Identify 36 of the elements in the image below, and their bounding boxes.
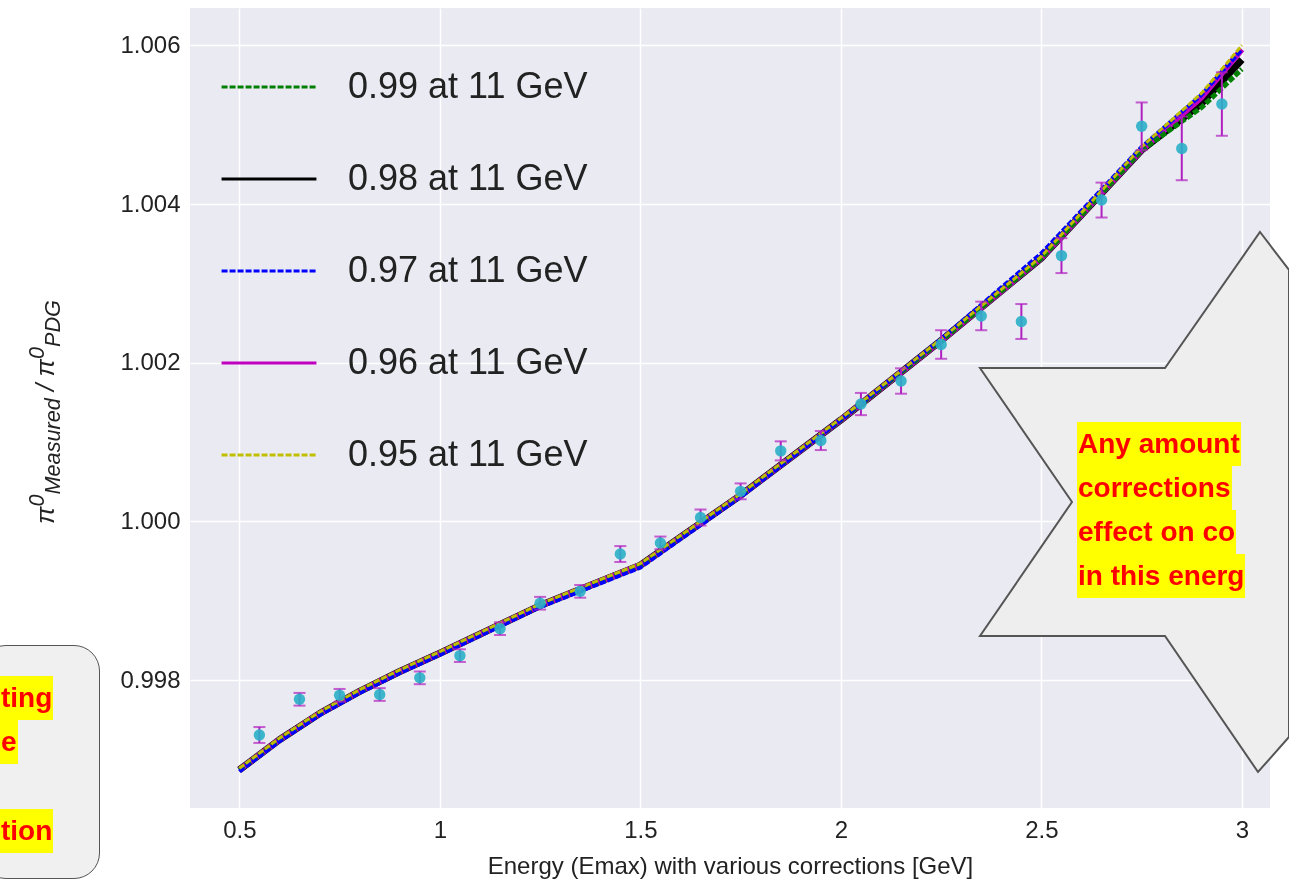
point — [935, 338, 947, 351]
point — [1216, 98, 1228, 110]
point — [1015, 315, 1028, 328]
text: tion — [0, 809, 54, 853]
point — [1095, 194, 1108, 206]
legend-label: 0.96 at 11 GeV — [348, 341, 588, 382]
legend-label: 0.95 at 11 GeV — [348, 433, 588, 474]
x-tick-label: 3 — [1235, 815, 1250, 843]
point — [815, 434, 827, 447]
y-tick-label: 1.002 — [120, 348, 181, 376]
point — [895, 375, 907, 387]
x-tick-label: 1.5 — [624, 815, 658, 843]
point — [775, 445, 787, 457]
point — [975, 310, 987, 322]
legend-label: 0.98 at 11 GeV — [348, 157, 588, 198]
point — [1055, 249, 1068, 262]
x-tick-label: 1 — [433, 815, 448, 843]
text: e — [0, 720, 18, 764]
annotation: in this energ — [1077, 554, 1246, 598]
x-tick-label: 2 — [834, 815, 849, 843]
annotation: Any amount — [1077, 422, 1241, 466]
point — [1135, 120, 1148, 132]
y-tick-label: 0.998 — [120, 665, 181, 693]
x-axis-title: Energy (Emax) with various corrections [GeV] — [487, 851, 974, 879]
annotation: effect on co — [1077, 510, 1237, 554]
y-tick-label: 1.000 — [120, 506, 181, 534]
y-tick-label: 1.006 — [120, 30, 181, 58]
legend-label: 0.99 at 11 GeV — [348, 65, 588, 106]
x-tick-label: 2.5 — [1025, 815, 1059, 843]
legend-label: 0.97 at 11 GeV — [348, 249, 588, 290]
point — [855, 398, 867, 410]
y-tick-label: 1.004 — [120, 189, 181, 217]
annotation: corrections — [1077, 466, 1232, 510]
x-tick-label: 0.5 — [223, 815, 257, 843]
point — [1176, 142, 1188, 155]
text: ting — [0, 676, 54, 720]
